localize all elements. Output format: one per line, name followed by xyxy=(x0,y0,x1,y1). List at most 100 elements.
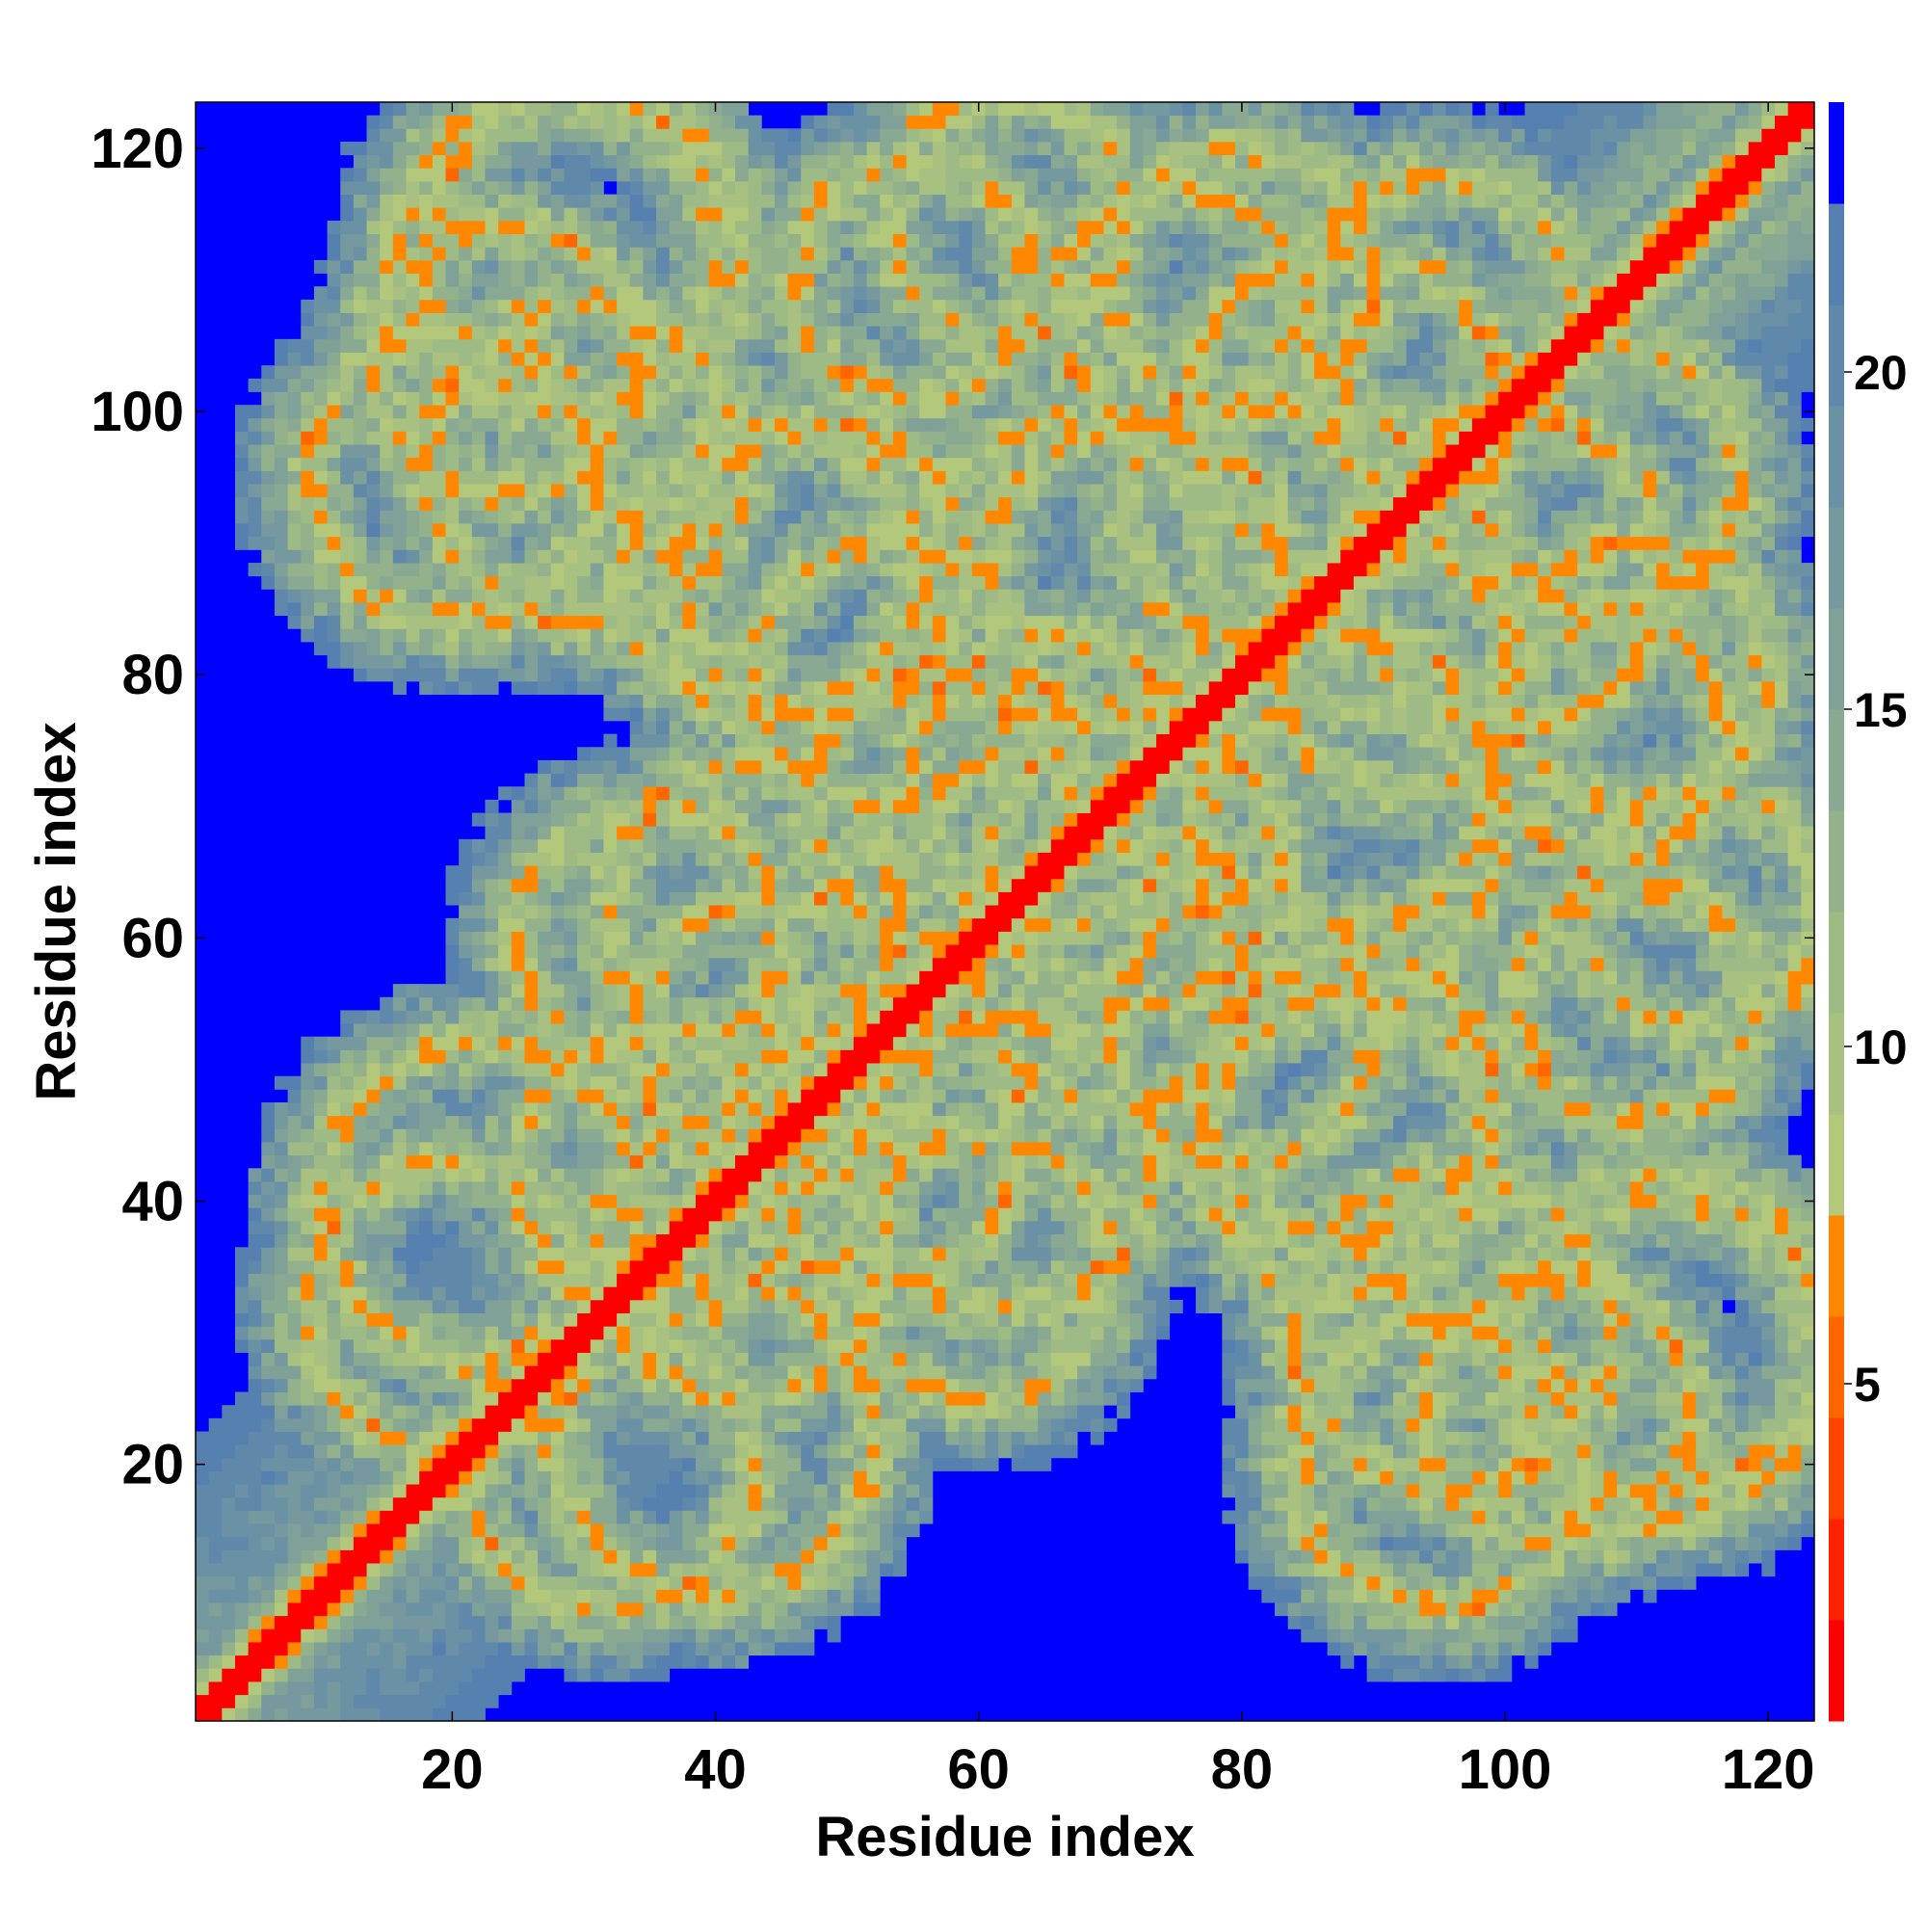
heatmap-cell xyxy=(761,852,776,866)
heatmap-cell xyxy=(432,115,446,129)
heatmap-cell xyxy=(432,1036,446,1050)
heatmap-cell xyxy=(406,654,420,669)
heatmap-cell xyxy=(432,668,446,682)
heatmap-cell xyxy=(445,1694,460,1708)
heatmap-cell xyxy=(471,563,486,577)
heatmap-cell xyxy=(392,365,407,380)
heatmap-cell xyxy=(669,273,683,287)
heatmap-cell xyxy=(406,141,420,156)
heatmap-cell xyxy=(287,1391,302,1406)
heatmap-cell xyxy=(459,259,473,274)
heatmap-cell xyxy=(735,812,750,827)
heatmap-cell xyxy=(301,378,315,392)
heatmap-cell xyxy=(471,1549,486,1564)
heatmap-cell xyxy=(222,1602,236,1617)
heatmap-cell xyxy=(708,1326,723,1340)
heatmap-cell xyxy=(432,1023,446,1038)
heatmap-cell xyxy=(459,549,473,564)
heatmap-cell xyxy=(696,326,710,340)
heatmap-cell xyxy=(748,563,762,577)
heatmap-cell xyxy=(669,1484,683,1498)
heatmap-cell xyxy=(787,510,802,524)
heatmap-cell xyxy=(406,457,420,471)
heatmap-cell xyxy=(708,733,723,748)
heatmap-cell xyxy=(603,1615,618,1629)
heatmap-cell xyxy=(301,1299,315,1313)
heatmap-cell xyxy=(327,642,341,656)
heatmap-cell xyxy=(629,1089,644,1103)
heatmap-cell xyxy=(669,905,683,919)
heatmap-cell xyxy=(511,1484,525,1498)
heatmap-cell xyxy=(603,838,618,853)
heatmap-cell xyxy=(577,957,592,971)
heatmap-cell xyxy=(643,773,657,787)
heatmap-cell xyxy=(392,115,407,129)
heatmap-cell xyxy=(735,1563,750,1577)
heatmap-cell xyxy=(485,984,499,998)
heatmap-cell xyxy=(603,1523,618,1538)
heatmap-cell xyxy=(445,1102,460,1117)
heatmap-cell xyxy=(406,180,420,196)
heatmap-cell xyxy=(813,984,829,998)
heatmap-cell xyxy=(643,1142,657,1156)
heatmap-cell xyxy=(761,1220,776,1235)
heatmap-cell xyxy=(774,1470,789,1485)
heatmap-cell xyxy=(261,1589,276,1603)
heatmap-cell xyxy=(538,589,552,603)
heatmap-cell xyxy=(643,694,657,708)
heatmap-cell xyxy=(577,194,592,208)
heatmap-cell xyxy=(590,141,604,156)
heatmap-cell xyxy=(498,1247,513,1261)
heatmap-cell xyxy=(629,1654,644,1669)
heatmap-cell xyxy=(406,1668,420,1682)
heatmap-cell xyxy=(445,1602,460,1617)
heatmap-cell xyxy=(840,1259,855,1275)
heatmap-cell xyxy=(471,1642,486,1656)
heatmap-cell xyxy=(827,233,841,248)
heatmap-cell xyxy=(313,1642,328,1656)
heatmap-cell xyxy=(419,1063,434,1077)
heatmap-cell xyxy=(735,1194,750,1208)
heatmap-cell xyxy=(722,207,736,222)
heatmap-cell xyxy=(406,1654,420,1669)
heatmap-cell xyxy=(617,1023,631,1038)
heatmap-cell xyxy=(313,457,328,471)
heatmap-cell xyxy=(656,799,671,813)
heatmap-cell xyxy=(419,563,434,577)
heatmap-cell xyxy=(643,1549,657,1564)
heatmap-cell xyxy=(617,1615,631,1629)
heatmap-cell xyxy=(485,1457,499,1471)
heatmap-cell xyxy=(564,1338,578,1353)
heatmap-cell xyxy=(603,194,618,208)
heatmap-cell xyxy=(603,984,618,998)
heatmap-cell xyxy=(590,128,604,143)
heatmap-cell xyxy=(643,168,657,182)
heatmap-cell xyxy=(682,180,697,196)
heatmap-cell xyxy=(590,1259,604,1275)
heatmap-cell xyxy=(708,1642,723,1656)
heatmap-cell xyxy=(524,1549,539,1564)
heatmap-cell xyxy=(432,1142,446,1156)
heatmap-cell xyxy=(406,1563,420,1577)
heatmap-cell xyxy=(353,391,367,406)
heatmap-cell xyxy=(432,654,446,669)
heatmap-cell xyxy=(445,996,460,1011)
heatmap-cell xyxy=(261,405,276,419)
heatmap-cell xyxy=(498,1194,513,1208)
heatmap-cell xyxy=(392,536,407,550)
heatmap-cell xyxy=(761,668,776,682)
heatmap-cell xyxy=(577,1326,592,1340)
heatmap-cell xyxy=(590,628,604,643)
heatmap-cell xyxy=(682,233,697,248)
heatmap-cell xyxy=(419,1602,434,1617)
heatmap-cell xyxy=(722,180,736,196)
heatmap-cell xyxy=(301,1602,315,1617)
heatmap-cell xyxy=(498,654,513,669)
heatmap-cell xyxy=(301,1470,315,1485)
heatmap-cell xyxy=(722,838,736,853)
heatmap-cell xyxy=(761,128,776,143)
heatmap-cell xyxy=(827,575,841,590)
heatmap-cell xyxy=(538,944,552,959)
heatmap-cell xyxy=(774,1168,789,1182)
heatmap-cell xyxy=(708,668,723,682)
